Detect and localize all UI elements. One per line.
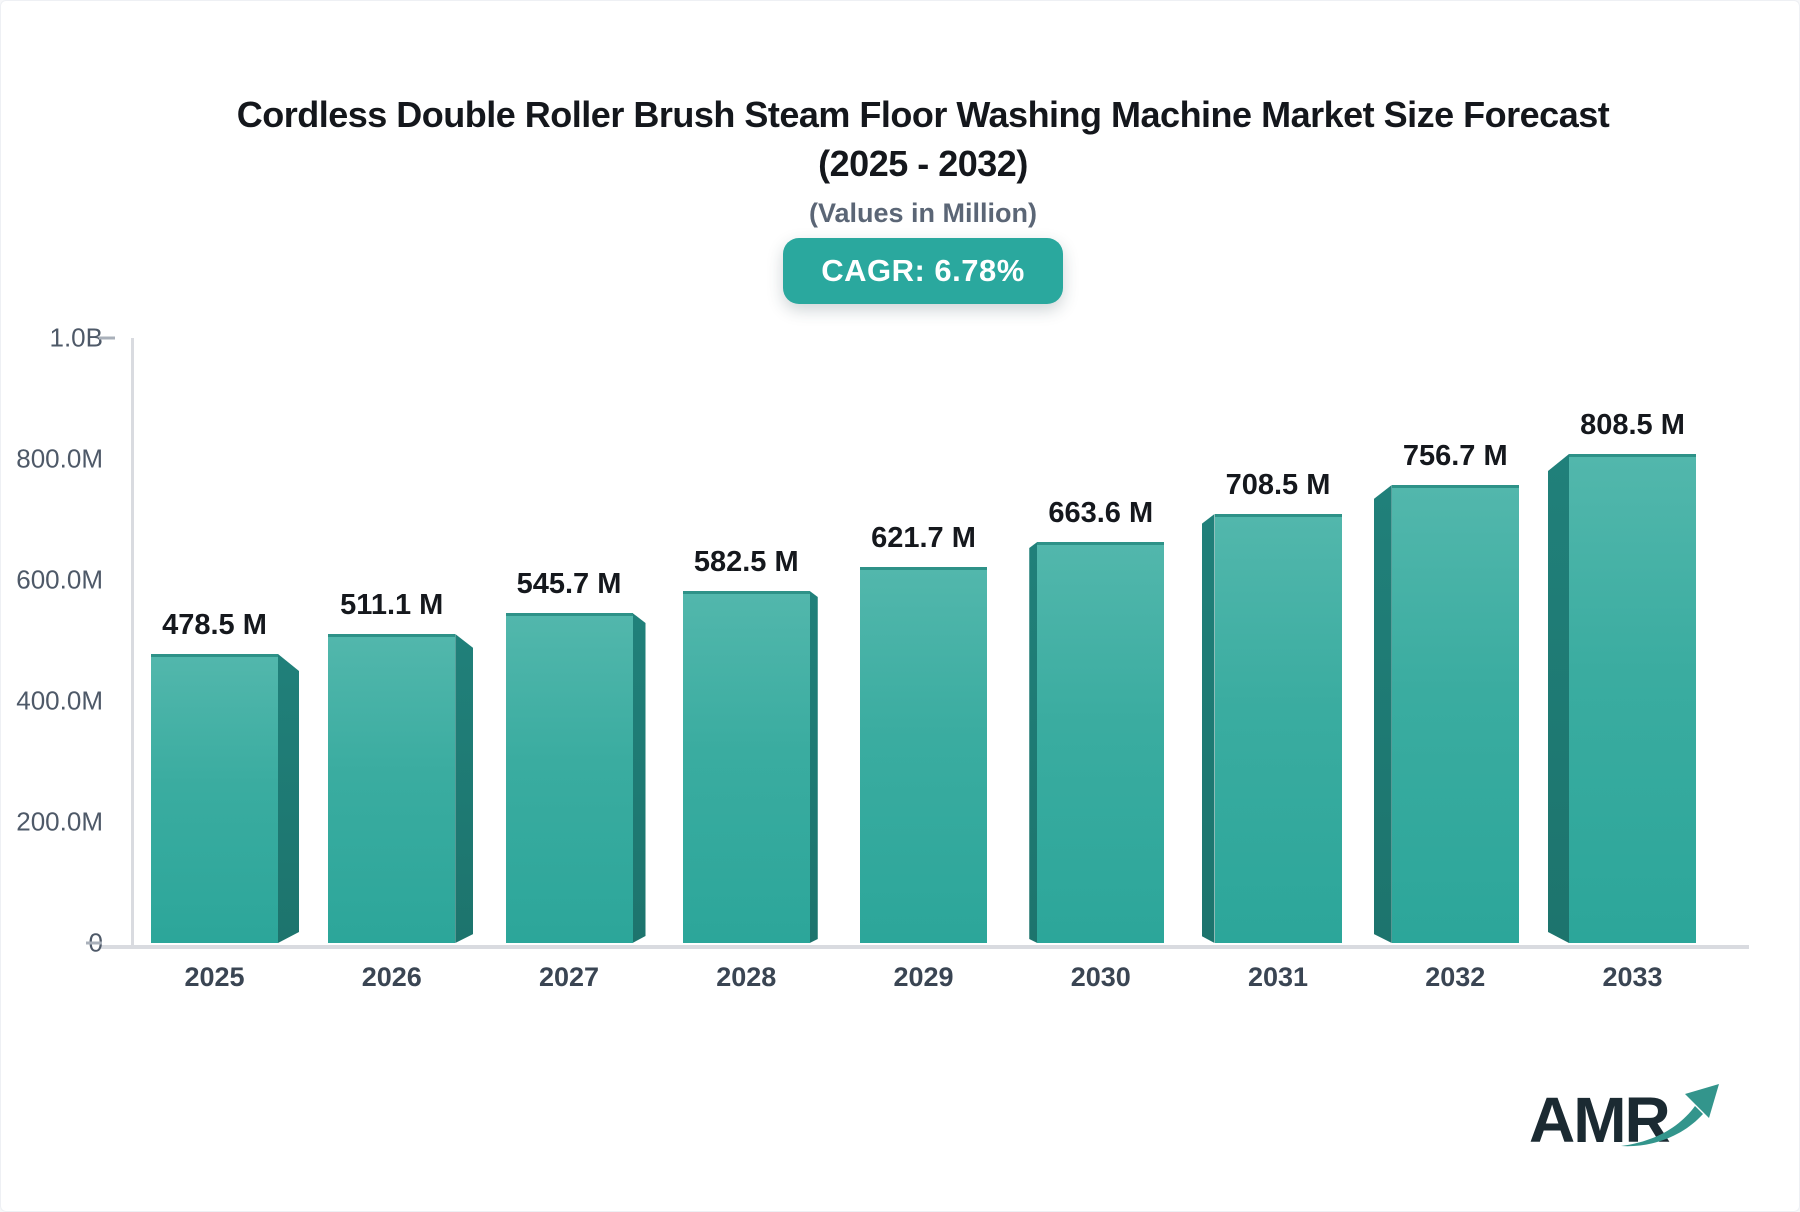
- bar-2027[interactable]: [505, 613, 633, 943]
- x-axis-label-2027: 2027: [538, 962, 600, 992]
- bar-side-panel-2026: [455, 634, 473, 943]
- bar-value-label-2026: 511.1 M: [340, 589, 444, 621]
- x-axis-label-2029: 2029: [893, 962, 954, 992]
- x-axis-label-2031: 2031: [1247, 962, 1309, 992]
- bar-2030[interactable]: [1037, 542, 1165, 943]
- y-axis-tick-label: 800.0M: [16, 443, 103, 474]
- x-axis-label-2032: 2032: [1425, 962, 1486, 992]
- x-axis-label-2025: 2025: [184, 962, 245, 992]
- bar-side-panel-2028: [810, 591, 818, 943]
- bar-value-label-2031: 708.5 M: [1225, 469, 1331, 501]
- bar-2033[interactable]: [1569, 454, 1696, 943]
- bar-side-panel-2032: [1374, 485, 1392, 943]
- bar-value-label-2033: 808.5 M: [1580, 409, 1685, 441]
- bar-value-label-2030: 663.6 M: [1048, 497, 1154, 529]
- chart-subtitle: (Values in Million): [808, 198, 1038, 228]
- x-axis-label-2033: 2033: [1602, 962, 1663, 992]
- y-axis-tick-label: 1.0B: [49, 322, 104, 353]
- chart-title-line2: (2025 - 2032): [818, 143, 1028, 184]
- bar-value-label-2029: 621.7 M: [871, 522, 976, 554]
- bar-side-panel-2030: [1029, 542, 1037, 943]
- y-axis-tick-mark: [86, 941, 102, 945]
- x-axis-line: [101, 945, 1749, 949]
- y-axis-tick-label: 600.0M: [16, 564, 103, 595]
- bar-side-panel-2033: [1548, 454, 1569, 943]
- bar-value-label-2027: 545.7 M: [516, 568, 622, 600]
- bar-value-label-2025: 478.5 M: [162, 609, 267, 641]
- x-axis-label-2030: 2030: [1070, 962, 1131, 992]
- chart-header: Cordless Double Roller Brush Steam Floor…: [1, 94, 1799, 304]
- bar-value-label-2032: 756.7 M: [1402, 440, 1508, 472]
- bar-side-panel-2025: [278, 654, 299, 943]
- bar-side-panel-2031: [1202, 514, 1215, 943]
- growth-arrow-icon: [1621, 1084, 1719, 1147]
- bar-2031[interactable]: [1214, 514, 1342, 943]
- bar-2025[interactable]: [151, 654, 278, 943]
- bar-2028[interactable]: [682, 591, 810, 943]
- y-axis-line: [131, 338, 134, 947]
- bar-2029[interactable]: [860, 567, 987, 943]
- cagr-badge: CAGR: 6.78%: [783, 238, 1063, 304]
- x-axis-label-2028: 2028: [716, 962, 777, 992]
- y-axis-tick-mark: [99, 336, 115, 340]
- x-axis-label-2026: 2026: [361, 962, 422, 992]
- y-axis-tick-label: 400.0M: [16, 685, 103, 716]
- bar-value-label-2028: 582.5 M: [693, 546, 799, 578]
- chart-title-line1: Cordless Double Roller Brush Steam Floor…: [236, 94, 1610, 135]
- bar-side-panel-2027: [633, 613, 646, 943]
- bar-2026[interactable]: [328, 634, 456, 943]
- amr-logo: AMR: [1529, 1076, 1729, 1171]
- bar-2032[interactable]: [1391, 485, 1519, 943]
- y-axis-tick-label: 200.0M: [16, 806, 103, 837]
